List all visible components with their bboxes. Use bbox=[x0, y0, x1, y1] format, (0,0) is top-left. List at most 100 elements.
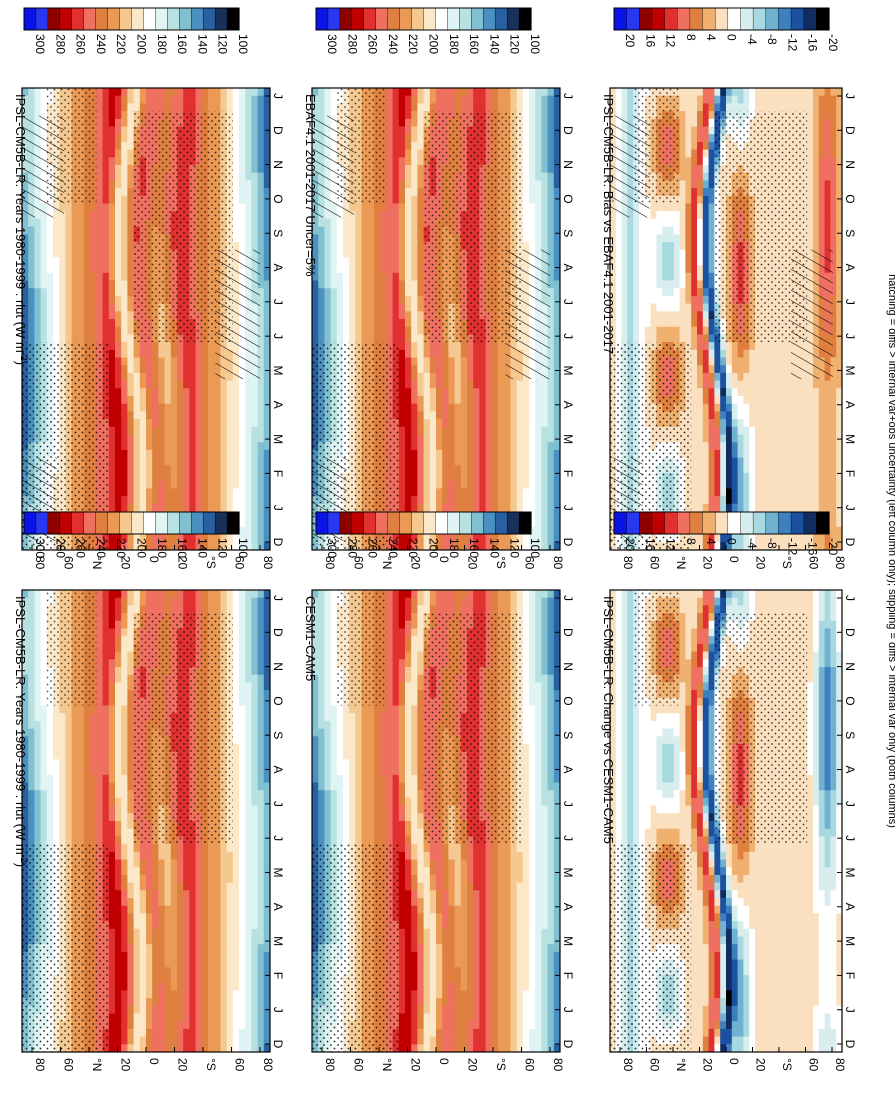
p-left-mid-title: EBAF4.1 2001-2017 Uncer=5% bbox=[303, 94, 318, 277]
p-right-top-month-tick: J bbox=[271, 801, 285, 807]
p-right-mid-lat-tick: 20 bbox=[466, 1058, 480, 1072]
p-right-mid-month-tick: J bbox=[561, 801, 575, 807]
p-left-top-title: IPSL-CM5B-LR: Years 1980-1999 : rlut (W … bbox=[13, 94, 29, 365]
p-right-top-colorbar-tick: 240 bbox=[94, 538, 108, 558]
p-left-mid-month-tick: M bbox=[561, 365, 575, 375]
p-left-bot-hatching bbox=[610, 115, 833, 541]
p-left-top-lat-tick: 20 bbox=[119, 556, 133, 570]
p-right-top-colorbar-swatch bbox=[35, 511, 49, 535]
p-left-top-lat-tick: 60 bbox=[62, 556, 76, 570]
p-right-mid-month-tick: A bbox=[561, 766, 575, 774]
p-left-top-month-tick: O bbox=[271, 194, 285, 203]
p-right-top-month-tick: J bbox=[271, 595, 285, 601]
p-left-top-month-tick: A bbox=[271, 401, 285, 409]
p-left-top-colorbar-swatch bbox=[35, 7, 49, 31]
p-right-bot-month-tick: J bbox=[843, 1007, 857, 1013]
p-left-mid-colorbar-swatch bbox=[387, 7, 401, 31]
p-left-bot-month-tick: M bbox=[843, 365, 857, 375]
p-left-mid-lat-tick: 60 bbox=[352, 556, 366, 570]
p-left-mid-colorbar-swatch bbox=[506, 7, 520, 31]
p-left-bot-colorbar-swatch bbox=[613, 7, 628, 31]
p-right-bot-field bbox=[610, 590, 842, 1052]
p-left-mid-lat-tick: 0 bbox=[437, 556, 451, 563]
p-right-bot-colorbar-swatch bbox=[639, 511, 653, 535]
p-right-top-month-tick: M bbox=[271, 936, 285, 946]
p-left-mid-month-tick: D bbox=[561, 126, 575, 135]
p-left-bot-lat-tick: 0 bbox=[727, 556, 741, 563]
p-left-mid-month-tick: A bbox=[561, 401, 575, 409]
p-right-top-colorbar-tick: 140 bbox=[195, 538, 209, 558]
p-right-mid-colorbar-swatch bbox=[518, 511, 532, 535]
p-left-mid-month-tick: A bbox=[561, 264, 575, 272]
p-left-top-colorbar-swatch bbox=[143, 7, 156, 31]
p-right-top-colorbar-swatch bbox=[71, 511, 85, 535]
p-right-top-month-tick: D bbox=[271, 1040, 285, 1049]
p-right-bot-colorbar-swatch bbox=[689, 511, 704, 535]
p-left-bot-lat-tick: 20 bbox=[754, 556, 768, 570]
p-right-bot-colorbar-tick: -8 bbox=[765, 538, 779, 549]
p-right-top-colorbar-tick: 160 bbox=[175, 538, 189, 558]
p-right-bot-colorbar-tick: -4 bbox=[745, 538, 759, 549]
p-left-mid-lat-tick: 80 bbox=[323, 556, 337, 570]
p-left-top-colorbar-tick: 160 bbox=[175, 34, 189, 54]
p-right-bot-colorbar-swatch bbox=[765, 511, 780, 535]
p-right-mid-colorbar-swatch bbox=[327, 511, 341, 535]
p-left-top-month-tick: F bbox=[271, 470, 285, 477]
p-right-top-colorbar-tick: 220 bbox=[114, 538, 128, 558]
p-right-top-lat-tick: 20 bbox=[176, 1058, 190, 1072]
p-right-bot-month-tick: A bbox=[843, 903, 857, 911]
p-left-top-month-tick: M bbox=[271, 365, 285, 375]
p-right-top-colorbar-tick: 100 bbox=[236, 538, 250, 558]
p-left-mid-colorbar-swatch bbox=[447, 7, 460, 31]
p-right-bot-month-tick: A bbox=[843, 766, 857, 774]
p-right-bot-panel: IPSL-CM5B-LR: Change vs CESM1-CAM5 D J F M A M… bbox=[601, 589, 857, 1072]
p-left-mid-month-tick: J bbox=[561, 299, 575, 305]
p-right-bot-lat-tick: 60 bbox=[807, 1058, 821, 1072]
p-right-mid-colorbar-swatch bbox=[435, 511, 448, 535]
p-right-bot-month-tick: N bbox=[843, 662, 857, 671]
p-right-bot-colorbar-swatch bbox=[790, 511, 805, 535]
p-right-mid-stippling bbox=[312, 590, 523, 1052]
p-right-bot-colorbar-swatch bbox=[740, 511, 754, 535]
p-left-top-lat-tick: 0 bbox=[147, 556, 161, 563]
p-left-mid-lat-tick: °S bbox=[494, 556, 508, 569]
p-left-top-month-tick: D bbox=[271, 538, 285, 547]
p-left-mid-colorbar-swatch bbox=[423, 7, 437, 31]
p-left-mid-field bbox=[312, 88, 560, 550]
p-left-bot-colorbar-tick: 4 bbox=[704, 34, 718, 41]
p-left-mid-colorbar-swatch bbox=[518, 7, 532, 31]
p-right-bot-month-tick: M bbox=[843, 936, 857, 946]
p-left-bot-month-tick: D bbox=[843, 538, 857, 547]
p-right-mid-colorbar-tick: 280 bbox=[345, 538, 359, 558]
p-left-bot-month-tick: J bbox=[843, 299, 857, 305]
p-right-top-month-tick: S bbox=[271, 731, 285, 739]
p-left-mid-colorbar-tick: 220 bbox=[406, 34, 420, 54]
p-left-top-colorbar-tick: 240 bbox=[94, 34, 108, 54]
p-right-bot-lat-tick: °N bbox=[674, 1058, 688, 1071]
p-left-mid-colorbar-tick: 160 bbox=[467, 34, 481, 54]
p-left-top-colorbar-tick: 280 bbox=[53, 34, 67, 54]
p-left-top-month-tick: D bbox=[271, 126, 285, 135]
p-left-bot-colorbar-tick: 20 bbox=[623, 34, 637, 48]
p-left-bot-colorbar-tick: 16 bbox=[643, 34, 657, 48]
p-left-bot-colorbar-swatch bbox=[677, 7, 691, 31]
p-left-top-colorbar-tick: 180 bbox=[155, 34, 169, 54]
p-left-bot-colorbar-tick: -8 bbox=[765, 34, 779, 45]
p-right-top-colorbar-swatch bbox=[47, 511, 61, 535]
p-right-bot-colorbar-swatch bbox=[626, 511, 640, 535]
p-left-top-colorbar-tick: 200 bbox=[135, 34, 149, 54]
p-left-bot-month-tick: N bbox=[843, 160, 857, 169]
p-right-top-colorbar-swatch bbox=[226, 511, 240, 535]
p-right-bot-colorbar-swatch bbox=[714, 511, 729, 535]
p-right-mid-colorbar-tick: 220 bbox=[406, 538, 420, 558]
p-right-bot-colorbar-tick: 16 bbox=[643, 538, 657, 552]
p-right-mid-colorbar-tick: 180 bbox=[447, 538, 461, 558]
p-right-bot-colorbar-swatch bbox=[664, 511, 678, 535]
p-right-bot-month-tick: D bbox=[843, 1040, 857, 1049]
p-right-mid-colorbar-tick: 300 bbox=[325, 538, 339, 558]
p-left-top-colorbar-swatch bbox=[131, 7, 145, 31]
p-right-top-field bbox=[22, 590, 270, 1052]
p-right-mid-lat-tick: 80 bbox=[323, 1058, 337, 1072]
p-right-mid-colorbar-swatch bbox=[399, 511, 413, 535]
p-right-mid-colorbar-tick: 140 bbox=[487, 538, 501, 558]
